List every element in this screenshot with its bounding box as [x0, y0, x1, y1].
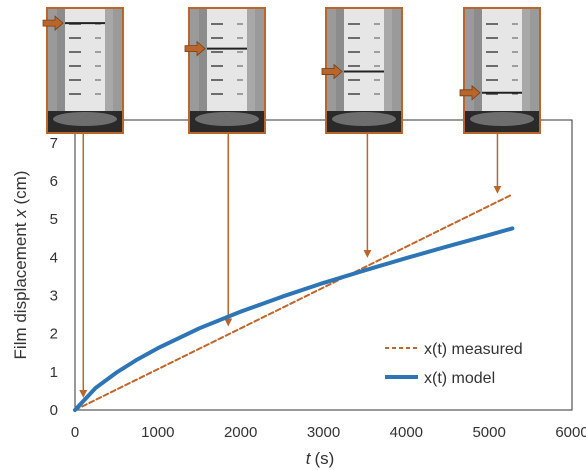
- photo-frame: [459, 7, 541, 134]
- photo-frame: [321, 7, 403, 134]
- x-tick-label: 4000: [390, 424, 423, 441]
- x-axis-var: t: [306, 449, 312, 468]
- cylinder-glass: [199, 8, 255, 111]
- cylinder-shadow: [384, 8, 392, 111]
- y-tick-label: 3: [50, 288, 58, 305]
- y-axis-ticks: 0 1 2 3 4 5 6 7: [50, 135, 58, 419]
- y-axis-var: x: [11, 209, 30, 219]
- photo-frame: [42, 7, 124, 134]
- annotation-arrows: [79, 133, 502, 398]
- level-indicator-arrow: [184, 40, 206, 57]
- x-tick-label: 1000: [141, 424, 174, 441]
- legend-label-model: x(t) model: [424, 370, 495, 387]
- photo-border: [46, 7, 124, 134]
- series-line-measured: [74, 193, 514, 411]
- cylinder-shadow: [522, 8, 530, 111]
- x-axis-title: t (s): [306, 449, 335, 468]
- y-tick-label: 5: [50, 211, 58, 228]
- cylinder-shadow: [247, 8, 255, 111]
- cylinder-shadow: [105, 8, 113, 111]
- cylinder-glass: [474, 8, 530, 111]
- y-axis-unit: (cm): [11, 171, 30, 210]
- photo-frame: [184, 7, 266, 134]
- legend-label-measured: x(t) measured: [424, 341, 523, 358]
- x-tick-label: 2000: [224, 424, 257, 441]
- y-axis-title: Film displacement x (cm): [11, 171, 30, 360]
- photo-border: [463, 7, 541, 134]
- cylinder-shadow: [336, 8, 344, 111]
- level-indicator-arrow: [42, 15, 64, 31]
- y-tick-label: 7: [50, 135, 58, 152]
- series-lines: [73, 193, 515, 412]
- y-tick-label: 4: [50, 249, 58, 266]
- cylinder-base-rim: [332, 112, 396, 126]
- x-axis-unit: (s): [314, 449, 334, 468]
- cylinder-base-rim: [195, 112, 259, 126]
- cylinder-shadow: [57, 8, 65, 111]
- photo-border: [188, 7, 266, 134]
- legend: x(t) measured x(t) model: [385, 341, 523, 387]
- cylinder-glass: [336, 8, 392, 111]
- cylinder-shadow: [199, 8, 207, 111]
- x-tick-label: 5000: [472, 424, 505, 441]
- x-tick-label: 3000: [307, 424, 340, 441]
- plot-frame: [74, 119, 573, 411]
- y-tick-label: 6: [50, 173, 58, 190]
- y-tick-label: 1: [50, 364, 58, 381]
- level-indicator-arrow: [321, 63, 343, 80]
- cylinder-shadow: [474, 8, 482, 111]
- x-tick-label: 6000: [555, 424, 586, 441]
- y-tick-label: 0: [50, 402, 58, 419]
- cylinder-glass: [57, 8, 113, 111]
- x-axis-ticks: 0 1000 2000 3000 4000 5000 6000: [71, 424, 586, 441]
- x-tick-label: 0: [71, 424, 79, 441]
- y-axis-text: Film displacement: [11, 218, 30, 360]
- y-tick-label: 2: [50, 326, 58, 343]
- photo-strip: [42, 7, 541, 134]
- cylinder-base-rim: [470, 112, 534, 126]
- series-line-model: [73, 226, 515, 412]
- cylinder-base-rim: [53, 112, 117, 126]
- level-indicator-arrow: [459, 84, 481, 101]
